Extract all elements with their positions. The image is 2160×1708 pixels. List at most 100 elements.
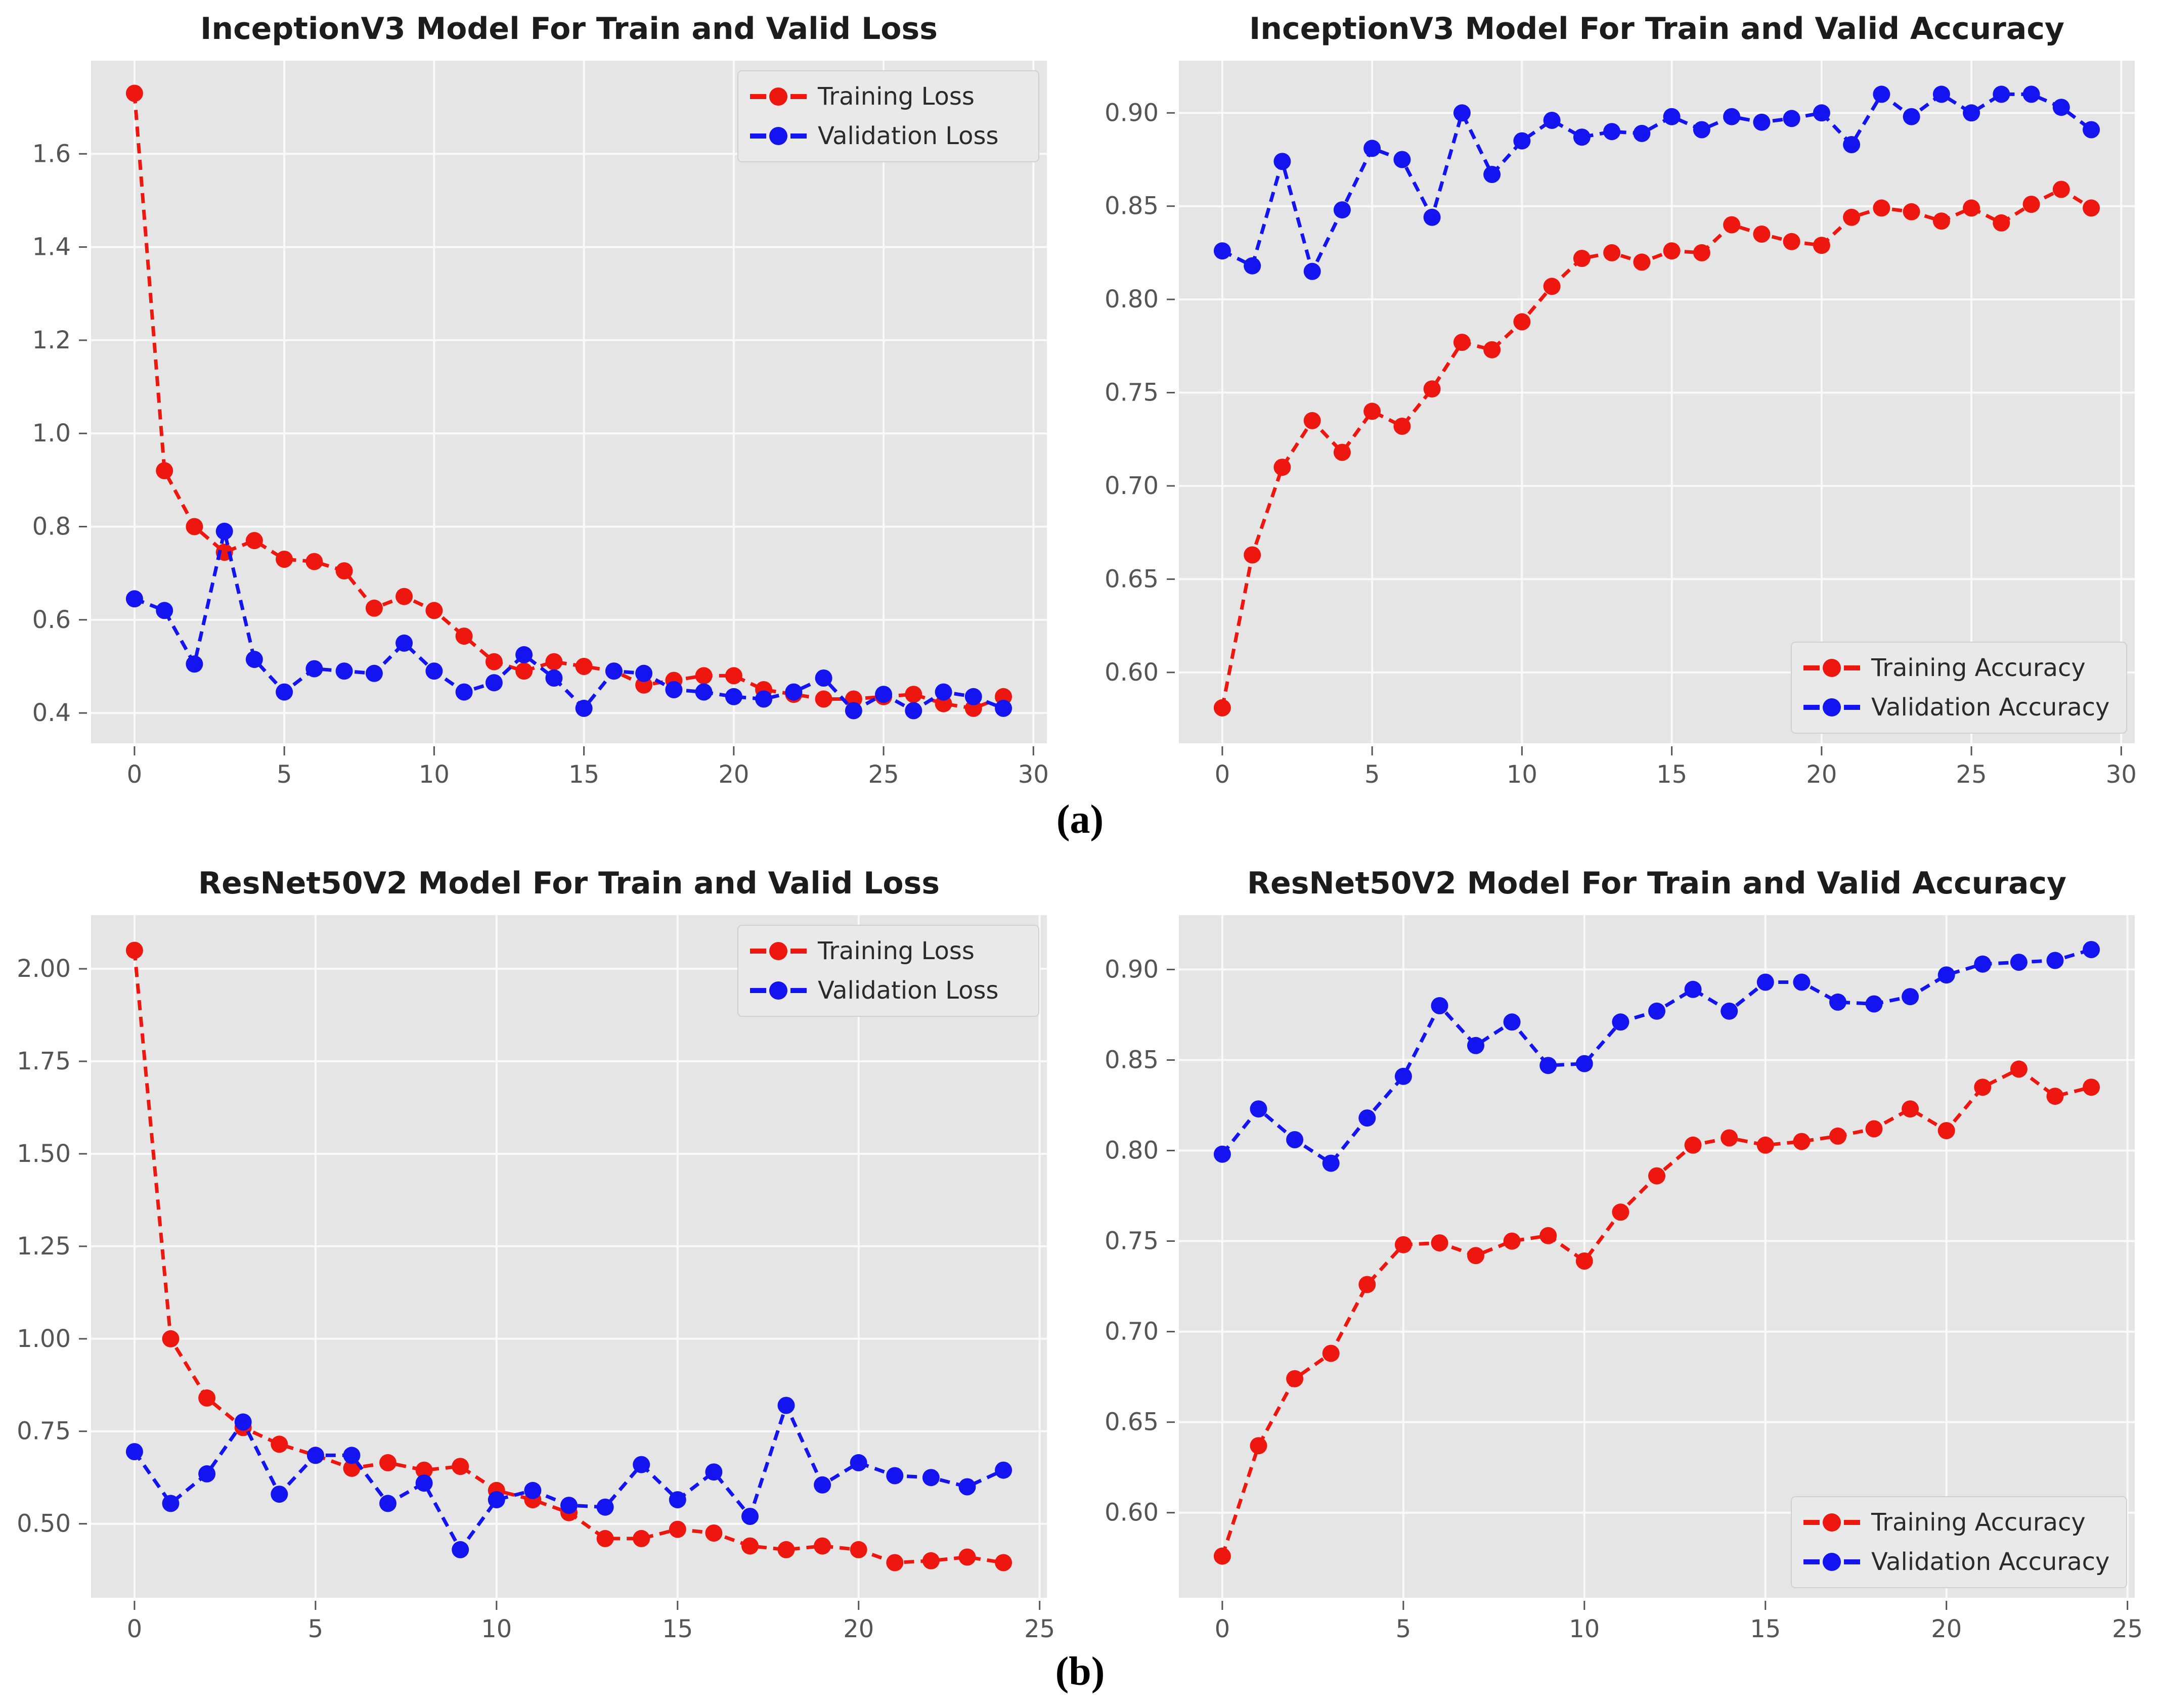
data-point-validation (1363, 140, 1381, 157)
legend-sample-marker (1823, 1553, 1841, 1571)
legend-sample-marker (769, 127, 787, 145)
y-tick-label: 1.50 (17, 1140, 71, 1168)
data-point-training (1363, 402, 1381, 420)
data-point-training (741, 1537, 759, 1555)
data-point-training (575, 658, 593, 675)
data-point-validation (162, 1495, 180, 1512)
y-tick-label: 1.75 (17, 1047, 71, 1075)
data-point-validation (964, 688, 982, 705)
data-point-training (1286, 1370, 1304, 1387)
data-point-validation (1813, 104, 1830, 122)
data-point-validation (1684, 980, 1702, 998)
data-point-validation (1273, 153, 1291, 170)
data-point-training (1453, 334, 1471, 351)
chart-inceptionv3-loss: 0.4 0.6 0.8 1.0 1.2 1.4 1.6 0 5 10 15 20 25 30 Incepti… (32, 11, 1049, 789)
data-point-training (1612, 1203, 1629, 1221)
y-tick-label: 0.75 (1105, 1227, 1159, 1255)
data-point-training (395, 588, 413, 605)
data-point-validation (524, 1481, 542, 1499)
data-point-validation (515, 646, 533, 663)
data-point-validation (845, 702, 862, 720)
data-point-validation (875, 686, 893, 703)
data-point-training (2083, 1078, 2100, 1096)
data-point-training (1213, 699, 1231, 716)
legend-sample-marker (1823, 1513, 1841, 1532)
data-point-training (1756, 1136, 1774, 1154)
legend-label: Validation Loss (818, 122, 999, 150)
x-tick-label: 20 (1931, 1615, 1962, 1643)
data-point-training (198, 1389, 216, 1407)
x-tick-label: 10 (1507, 760, 1537, 789)
data-point-validation (2010, 954, 2027, 971)
x-tick-label: 30 (1018, 760, 1049, 789)
y-tick-label: 1.4 (32, 233, 71, 261)
data-point-training (425, 602, 443, 619)
data-point-training (2083, 199, 2100, 217)
data-point-training (2046, 1088, 2064, 1105)
data-point-training (162, 1330, 180, 1347)
data-point-training (1333, 443, 1351, 461)
data-point-validation (335, 662, 353, 680)
data-point-training (1932, 212, 1950, 230)
data-point-validation (850, 1454, 867, 1471)
legend-box (737, 70, 1039, 162)
data-point-validation (995, 1461, 1012, 1479)
data-point-training (1813, 237, 1830, 254)
x-tick-label: 15 (568, 760, 599, 789)
data-point-validation (1393, 151, 1411, 168)
data-point-training (515, 662, 533, 680)
data-point-training (1693, 244, 1710, 261)
data-point-training (335, 562, 353, 579)
data-point-validation (1633, 124, 1651, 142)
data-point-training (186, 518, 203, 535)
data-point-training (276, 551, 293, 568)
data-point-validation (705, 1463, 723, 1481)
data-point-validation (995, 699, 1012, 717)
data-point-training (958, 1548, 976, 1566)
data-point-training (1793, 1133, 1811, 1150)
x-tick-label: 25 (2112, 1615, 2143, 1643)
x-tick-label: 5 (1364, 760, 1380, 789)
y-tick-label: 0.60 (1105, 658, 1159, 687)
data-point-validation (777, 1397, 795, 1414)
data-point-training (1273, 459, 1291, 476)
data-point-validation (665, 681, 683, 698)
plot-background (1179, 915, 2135, 1598)
chart-resnet50v2-loss: 0.50 0.75 1.00 1.25 1.50 1.75 2.00 0 5 10 15 20 25 Re… (17, 866, 1055, 1643)
legend-label: Training Loss (817, 82, 975, 111)
data-point-validation (1250, 1100, 1267, 1118)
legend-box (1791, 1496, 2127, 1588)
x-tick-label: 20 (718, 760, 749, 789)
data-point-validation (635, 664, 653, 682)
data-point-validation (2046, 952, 2064, 969)
data-point-validation (271, 1486, 288, 1503)
data-point-validation (455, 683, 473, 701)
data-point-validation (1213, 242, 1231, 260)
data-point-training (125, 941, 143, 959)
data-point-training (1513, 313, 1531, 331)
y-tick-label: 0.70 (1105, 472, 1159, 500)
chart-title: InceptionV3 Model For Train and Valid Lo… (200, 11, 938, 47)
data-point-training (1393, 418, 1411, 435)
data-point-validation (234, 1413, 252, 1431)
caption-b: (b) (1055, 1649, 1105, 1694)
data-point-training (850, 1541, 867, 1558)
data-point-training (2052, 181, 2070, 198)
data-point-validation (1333, 201, 1351, 219)
data-point-training (1244, 546, 1261, 564)
x-tick-label: 25 (1956, 760, 1987, 789)
data-point-training (1603, 244, 1621, 261)
data-point-validation (415, 1474, 433, 1492)
legend-sample-marker (769, 87, 787, 106)
data-point-training (886, 1554, 904, 1571)
y-tick-label: 0.90 (1105, 955, 1159, 983)
data-point-validation (1723, 108, 1741, 125)
data-point-validation (741, 1508, 759, 1525)
data-point-validation (2022, 85, 2040, 103)
data-point-validation (343, 1447, 361, 1464)
data-point-validation (935, 683, 952, 701)
data-point-validation (605, 662, 623, 680)
y-tick-label: 1.6 (32, 140, 71, 168)
data-point-training (695, 667, 713, 685)
x-tick-label: 0 (127, 760, 143, 789)
